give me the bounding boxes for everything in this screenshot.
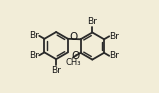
- Text: Br: Br: [87, 17, 97, 26]
- Text: Br: Br: [29, 51, 39, 60]
- Text: Br: Br: [51, 66, 61, 75]
- Text: Br: Br: [110, 51, 119, 60]
- Text: Br: Br: [29, 31, 39, 40]
- Text: CH₃: CH₃: [66, 58, 81, 67]
- Text: O: O: [69, 32, 78, 42]
- Text: Br: Br: [110, 32, 119, 41]
- Text: O: O: [72, 51, 80, 61]
